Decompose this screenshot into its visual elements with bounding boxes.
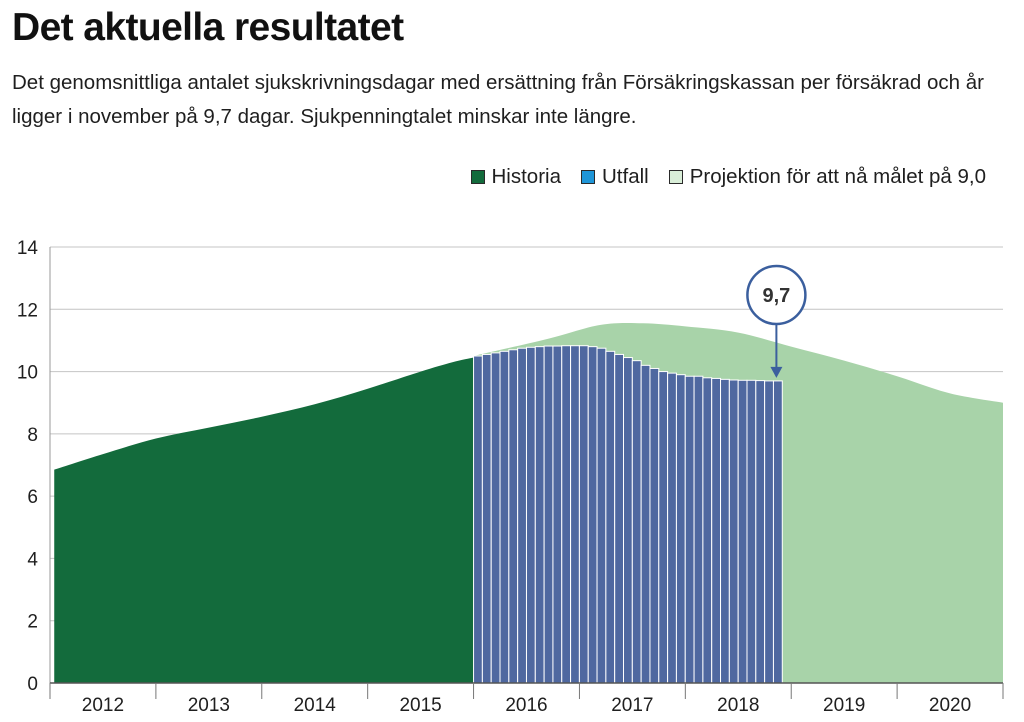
legend-item-utfall: Utfall: [581, 165, 649, 189]
utfall-bar: [587, 346, 598, 684]
utfall-bar: [737, 379, 748, 684]
y-tick-label: 12: [17, 300, 38, 321]
utfall-bar: [578, 345, 589, 684]
utfall-bar: [517, 347, 527, 684]
utfall-bar: [649, 367, 660, 684]
x-tick-label: 2013: [188, 695, 230, 716]
legend-label-utfall: Utfall: [602, 165, 649, 188]
utfall-bar: [525, 346, 536, 684]
legend-swatch-historia: [470, 170, 485, 184]
x-tick-label: 2012: [82, 695, 124, 716]
y-tick-label: 6: [27, 487, 38, 508]
utfall-bar: [728, 379, 739, 684]
legend-swatch-projektion: [668, 170, 683, 184]
utfall-bar: [720, 378, 730, 684]
utfall-bar: [614, 353, 625, 684]
utfall-bar: [543, 345, 554, 684]
x-tick-label: 2019: [823, 695, 865, 716]
utfall-bar: [711, 377, 722, 684]
utfall-bar: [508, 349, 519, 684]
x-tick-label: 2014: [294, 695, 337, 716]
utfall-bar: [640, 364, 651, 684]
utfall-bar: [746, 379, 757, 684]
utfall-bar: [499, 350, 510, 684]
utfall-bar: [702, 377, 713, 684]
callout-arrow-icon: [770, 366, 783, 378]
legend-item-historia: Historia: [470, 165, 562, 189]
utfall-bar: [684, 375, 695, 684]
utfall-bar: [693, 375, 704, 684]
utfall-bar: [772, 380, 783, 684]
y-tick-label: 8: [27, 425, 38, 446]
utfall-bar: [552, 345, 563, 684]
y-tick-label: 4: [27, 549, 38, 570]
utfall-bar: [570, 345, 580, 684]
x-tick-label: 2016: [505, 695, 547, 716]
legend-item-projektion: Projektion för att nå målet på 9,0: [668, 165, 986, 189]
x-tick-label: 2018: [717, 695, 759, 716]
page-title: Det aktuella resultatet: [12, 6, 404, 49]
utfall-bar: [534, 346, 545, 684]
chart-legend: Historia Utfall Projektion för att nå må…: [451, 165, 986, 189]
utfall-bar: [631, 360, 642, 684]
y-tick-label: 10: [17, 363, 38, 384]
utfall-bar: [675, 374, 686, 684]
legend-label-historia: Historia: [491, 165, 562, 188]
utfall-bar: [667, 372, 677, 684]
x-tick-label: 2015: [399, 695, 441, 716]
historia-area: [54, 357, 474, 683]
chart-subtitle: Det genomsnittliga antalet sjukskrivning…: [12, 71, 984, 128]
utfall-bar: [481, 353, 492, 684]
utfall-bar: [755, 380, 766, 684]
utfall-bar: [561, 345, 572, 684]
utfall-bar: [764, 380, 774, 684]
utfall-bar: [623, 357, 633, 684]
y-tick-label: 0: [27, 674, 38, 695]
utfall-bar: [596, 347, 607, 684]
x-tick-label: 2017: [611, 695, 653, 716]
legend-label-projektion: Projektion för att nå målet på 9,0: [689, 165, 986, 188]
callout-circle: [746, 264, 807, 326]
callout-label: 9,7: [762, 285, 790, 307]
x-tick-label: 2020: [929, 695, 971, 716]
y-tick-label: 14: [17, 238, 39, 259]
utfall-bar: [658, 371, 669, 684]
utfall-bar: [605, 350, 616, 684]
utfall-bar: [473, 355, 483, 684]
y-tick-label: 2: [27, 612, 38, 633]
legend-swatch-utfall: [581, 170, 595, 184]
utfall-bar: [490, 352, 501, 684]
